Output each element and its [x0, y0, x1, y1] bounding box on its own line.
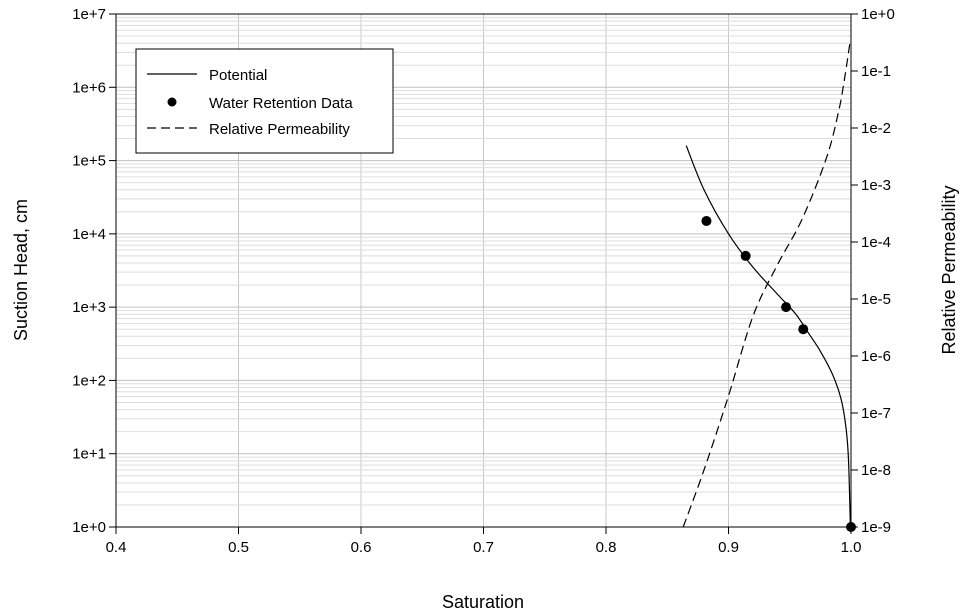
water-retention-data-point — [740, 250, 751, 261]
y-tick-label: 1e+4 — [72, 226, 106, 243]
water-retention-data-point — [798, 324, 809, 335]
y-tick-label: 1e+6 — [72, 79, 106, 96]
y-tick-label: 1e+7 — [72, 6, 106, 23]
x-tick-label: 0.8 — [596, 539, 617, 556]
x-tick-label: 0.4 — [106, 539, 127, 556]
legend-permeability-label: Relative Permeability — [209, 121, 350, 138]
y-tick-label: 1e+3 — [72, 299, 106, 316]
y-tick-label: 1e+0 — [72, 519, 106, 536]
y-tick-label: 1e+5 — [72, 153, 106, 170]
water-retention-data-point — [701, 215, 712, 226]
y2-tick-label: 1e-5 — [861, 291, 891, 308]
y2-tick-label: 1e-3 — [861, 177, 891, 194]
axis-ticks: 0.4 0.5 0.6 0.7 0.8 0.9 1.0 1e+0 1e+1 1e+2 1e+3 1e+… — [72, 6, 895, 556]
y2-tick-label: 1e-2 — [861, 120, 891, 137]
water-retention-data-point — [781, 302, 792, 313]
water-retention-data-point — [846, 522, 856, 532]
legend-retention-swatch — [167, 97, 177, 107]
y2-tick-label: 1e-9 — [861, 519, 891, 536]
x-tick-label: 0.5 — [228, 539, 249, 556]
y-axis-title: Suction Head, cm — [11, 199, 31, 341]
x-tick-label: 0.6 — [351, 539, 372, 556]
y-tick-label: 1e+1 — [72, 446, 106, 463]
x-axis-title: Saturation — [442, 592, 524, 612]
x-tick-label: 1.0 — [841, 539, 862, 556]
y2-axis-title: Relative Permeability — [939, 185, 959, 354]
x-tick-label: 0.9 — [718, 539, 739, 556]
legend-box — [135, 48, 394, 154]
relative-permeability-line — [682, 43, 851, 528]
legend-retention-label: Water Retention Data — [209, 95, 353, 112]
x-tick-label: 0.7 — [473, 539, 494, 556]
y2-tick-label: 1e+0 — [861, 6, 895, 23]
y2-tick-label: 1e-4 — [861, 234, 891, 251]
y2-tick-label: 1e-8 — [861, 462, 891, 479]
potential-line — [685, 145, 851, 528]
series — [682, 43, 856, 532]
y-tick-label: 1e+2 — [72, 372, 106, 389]
y2-tick-label: 1e-1 — [861, 63, 891, 80]
legend: Potential Water Retention Data Relative … — [135, 48, 394, 154]
y2-tick-label: 1e-7 — [861, 405, 891, 422]
legend-potential-label: Potential — [209, 67, 267, 84]
y2-tick-label: 1e-6 — [861, 348, 891, 365]
